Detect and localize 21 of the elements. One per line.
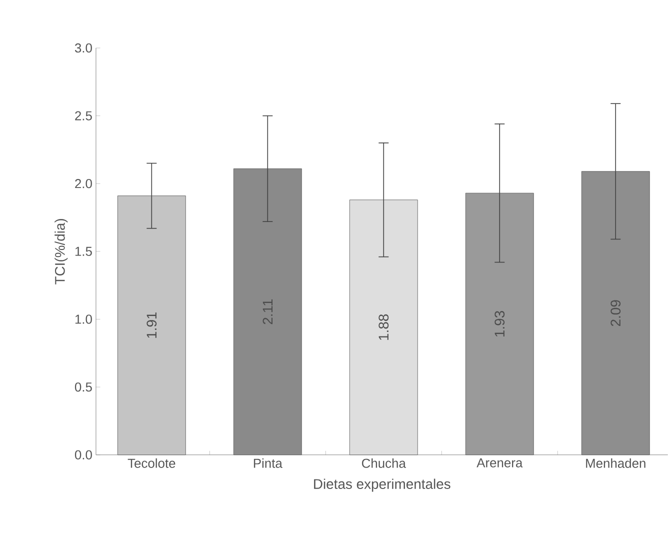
x-tick-label: Chucha: [362, 458, 406, 468]
y-tick-label: 2.5: [75, 111, 92, 120]
y-tick-label: 3.0: [74, 43, 92, 53]
y-axis-title: TCI(%/dia): [54, 219, 68, 284]
x-tick-label: Pinta: [254, 458, 282, 468]
data-label: 1.91: [146, 312, 157, 338]
x-axis-title: Dietas experimentales: [314, 478, 450, 492]
data-label: 2.09: [610, 300, 621, 326]
y-tick-label: 1.5: [75, 246, 92, 256]
y-tick-label: 0.5: [74, 382, 92, 392]
bar: [465, 192, 534, 456]
y-tick-label: 0.0: [74, 450, 92, 460]
bar: [233, 168, 302, 456]
data-label: 2.11: [262, 299, 273, 324]
data-label: 1.88: [378, 314, 389, 340]
x-tick-label: Arenera: [476, 458, 523, 468]
y-tick-label: 2.0: [75, 179, 92, 188]
x-tick-label: Tecolote: [128, 458, 176, 468]
x-tick-label: Menhaden: [586, 458, 646, 468]
y-tick-label: 1.0: [75, 314, 92, 324]
data-label: 1.93: [494, 311, 505, 337]
